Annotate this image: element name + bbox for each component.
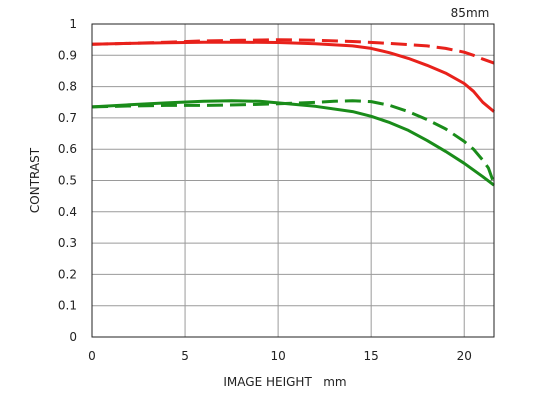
y-tick-label: 0.9 (58, 48, 77, 62)
x-tick-label: 0 (88, 349, 96, 363)
y-tick-label: 0.7 (58, 111, 77, 125)
y-tick-label: 1 (69, 17, 77, 31)
y-axis-ticks: 0 0.1 0.2 0.3 0.4 0.5 0.6 0.7 0.8 0.9 1 (58, 17, 77, 344)
x-tick-label: 10 (270, 349, 285, 363)
green-dashed-line (91, 99, 496, 185)
y-tick-label: 0.6 (58, 142, 77, 156)
y-tick-label: 0.2 (58, 267, 77, 281)
x-axis-ticks: 0 5 10 15 20 (88, 349, 472, 363)
y-tick-label: 0.5 (58, 174, 77, 188)
y-tick-label: 0.8 (58, 80, 77, 94)
plot-frame (91, 23, 495, 338)
x-tick-label: 15 (364, 349, 379, 363)
y-tick-label: 0 (69, 330, 77, 344)
x-axis-label: IMAGE HEIGHT mm (223, 375, 346, 389)
y-tick-label: 0.3 (58, 236, 77, 250)
x-tick-label: 20 (457, 349, 472, 363)
y-tick-label: 0.4 (58, 205, 77, 219)
red-dashed-line (91, 38, 495, 65)
grid (91, 23, 494, 338)
x-tick-label: 5 (181, 349, 189, 363)
y-axis-label: CONTRAST (28, 147, 42, 213)
series-group (91, 38, 496, 187)
y-tick-label: 0.1 (58, 299, 77, 313)
chart-title: 85mm (451, 6, 490, 20)
green-solid-line (91, 99, 495, 187)
red-solid-line (91, 40, 495, 113)
